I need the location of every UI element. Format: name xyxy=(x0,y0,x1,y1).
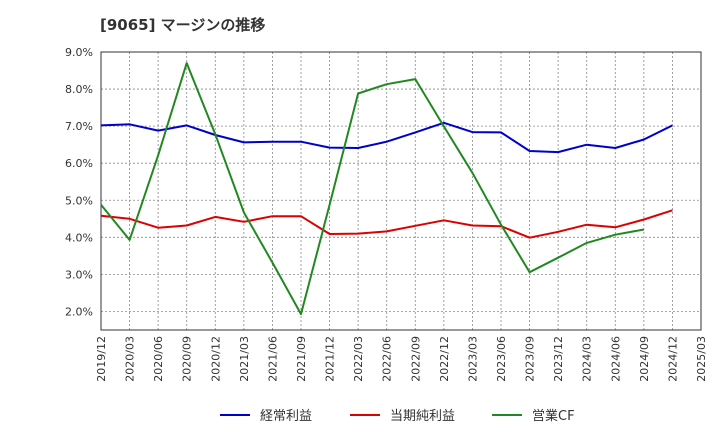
plot-frame xyxy=(100,51,702,331)
series-line-1 xyxy=(100,121,673,154)
x-tick-label: 2022/12 xyxy=(438,336,451,382)
x-tick-label: 2022/09 xyxy=(409,336,422,382)
x-tick-label: 2023/03 xyxy=(466,336,479,382)
x-tick-label: 2024/03 xyxy=(581,336,594,382)
legend-label-1: 経常利益 xyxy=(260,409,312,424)
x-tick-label: 2019/12 xyxy=(95,336,108,382)
x-tick-label: 2023/12 xyxy=(552,336,565,382)
y-tick-label: 8.0% xyxy=(65,83,93,96)
plot-area xyxy=(101,52,701,330)
y-tick-label: 9.0% xyxy=(65,46,93,59)
x-tick-label: 2020/06 xyxy=(152,336,165,382)
x-tick-label: 2021/06 xyxy=(266,336,279,382)
x-tick-label: 2024/06 xyxy=(609,336,622,382)
y-tick-label: 7.0% xyxy=(65,120,93,133)
y-tick-label: 4.0% xyxy=(65,231,93,244)
y-tick-label: 6.0% xyxy=(65,157,93,170)
x-tick-label: 2020/12 xyxy=(209,336,222,382)
y-tick-label: 2.0% xyxy=(65,305,93,318)
x-tick-label: 2021/12 xyxy=(324,336,337,382)
legend-label-3: 営業CF xyxy=(532,408,575,424)
x-tick-label: 2021/03 xyxy=(238,336,251,382)
y-tick-label: 3.0% xyxy=(65,268,93,281)
x-tick-label: 2022/06 xyxy=(381,336,394,382)
x-tick-label: 2024/12 xyxy=(666,336,679,382)
y-tick-label: 5.0% xyxy=(65,194,93,207)
chart-title: [9065] マージンの推移 xyxy=(100,16,266,34)
x-tick-label: 2023/09 xyxy=(524,336,537,382)
x-tick-label: 2020/09 xyxy=(181,336,194,382)
series-line-3 xyxy=(100,62,645,316)
legend-label-2: 当期純利益 xyxy=(390,409,455,424)
x-tick-label: 2022/03 xyxy=(352,336,365,382)
x-tick-label: 2020/03 xyxy=(124,336,137,382)
x-tick-label: 2024/09 xyxy=(638,336,651,382)
series-line-2 xyxy=(100,209,673,239)
x-tick-label: 2021/09 xyxy=(295,336,308,382)
x-tick-label: 2023/06 xyxy=(495,336,508,382)
x-tick-label: 2025/03 xyxy=(695,336,708,382)
